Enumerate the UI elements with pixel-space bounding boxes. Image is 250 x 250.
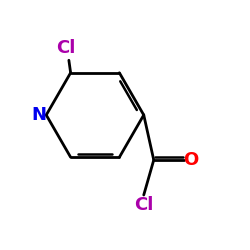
Text: N: N	[32, 106, 47, 124]
Text: Cl: Cl	[134, 196, 154, 214]
Text: O: O	[184, 151, 199, 169]
Text: Cl: Cl	[56, 39, 75, 57]
